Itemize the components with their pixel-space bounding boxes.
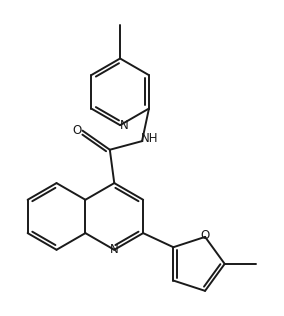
Text: NH: NH: [141, 132, 158, 145]
Text: N: N: [120, 119, 129, 132]
Text: O: O: [72, 124, 82, 137]
Text: N: N: [110, 243, 119, 256]
Text: O: O: [201, 229, 210, 242]
